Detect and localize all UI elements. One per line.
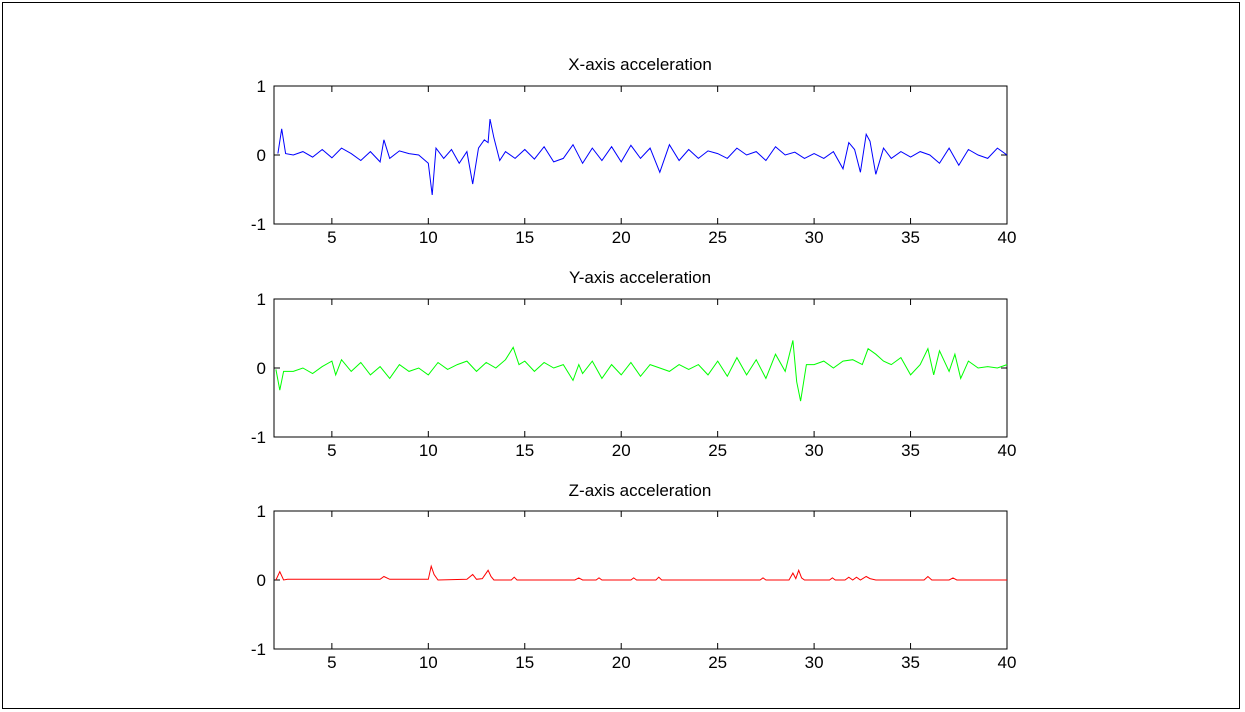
series-line (275, 564, 1007, 581)
axes-box (273, 85, 1008, 225)
series-line (275, 340, 1008, 402)
x-tick-label: 25 (708, 228, 727, 247)
x-tick-label: 20 (612, 441, 631, 460)
x-tick-label: 20 (612, 653, 631, 672)
y-tick-label: 1 (257, 290, 266, 309)
x-tick-label: 20 (612, 228, 631, 247)
x-tick-label: 30 (805, 653, 824, 672)
x-tick-label: 35 (901, 441, 920, 460)
y-tick-label: -1 (251, 215, 266, 234)
panel-title: X-axis acceleration (568, 55, 712, 74)
x-tick-label: 25 (708, 441, 727, 460)
x-tick-label: 10 (419, 228, 438, 247)
y-tick-label: 1 (257, 77, 266, 96)
x-tick-label: 35 (901, 653, 920, 672)
x-tick-label: 25 (708, 653, 727, 672)
x-tick-label: 10 (419, 653, 438, 672)
x-tick-label: 40 (998, 653, 1017, 672)
x-tick-label: 40 (998, 441, 1017, 460)
x-tick-label: 15 (515, 228, 534, 247)
axes-box (273, 298, 1008, 438)
x-tick-label: 15 (515, 441, 534, 460)
x-tick-label: 5 (327, 441, 336, 460)
series-line (277, 118, 1008, 196)
y-tick-label: -1 (251, 428, 266, 447)
x-tick-label: 40 (998, 228, 1017, 247)
x-tick-label: 10 (419, 441, 438, 460)
y-tick-label: 0 (257, 571, 266, 590)
y-axis-acceleration-panel: 5 10 15 20 25 30 35 40 -1 0 1 Y-axis acceleration (251, 268, 1017, 460)
x-tick-label: 35 (901, 228, 920, 247)
x-axis-acceleration-panel: 5 10 15 20 25 30 35 40 -1 0 1 X-axis acceleration (251, 55, 1017, 247)
panel-title: Z-axis acceleration (569, 481, 712, 500)
y-tick-label: 1 (257, 502, 266, 521)
x-tick-label: 5 (327, 653, 336, 672)
y-tick-label: 0 (257, 146, 266, 165)
panel-title: Y-axis acceleration (569, 268, 711, 287)
y-tick-label: -1 (251, 640, 266, 659)
y-tick-label: 0 (257, 359, 266, 378)
z-axis-acceleration-panel: 5 10 15 20 25 30 35 40 -1 0 1 Z-axis acceleration (251, 481, 1017, 672)
x-tick-label: 30 (805, 441, 824, 460)
x-tick-label: 30 (805, 228, 824, 247)
x-tick-label: 15 (515, 653, 534, 672)
x-tick-label: 5 (327, 228, 336, 247)
